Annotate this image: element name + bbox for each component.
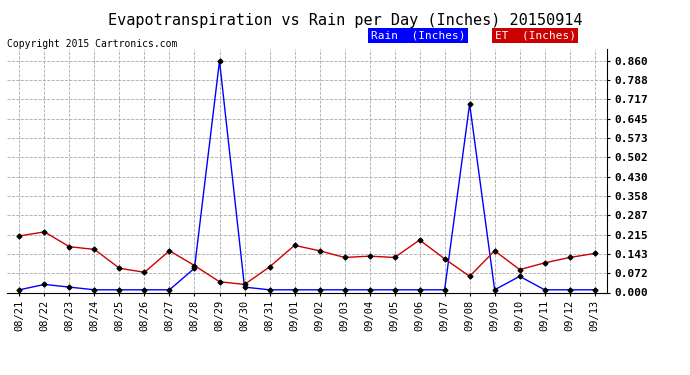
Text: Rain  (Inches): Rain (Inches) bbox=[371, 30, 465, 40]
Text: ET  (Inches): ET (Inches) bbox=[495, 30, 575, 40]
Text: Evapotranspiration vs Rain per Day (Inches) 20150914: Evapotranspiration vs Rain per Day (Inch… bbox=[108, 13, 582, 28]
Text: Copyright 2015 Cartronics.com: Copyright 2015 Cartronics.com bbox=[7, 39, 177, 50]
